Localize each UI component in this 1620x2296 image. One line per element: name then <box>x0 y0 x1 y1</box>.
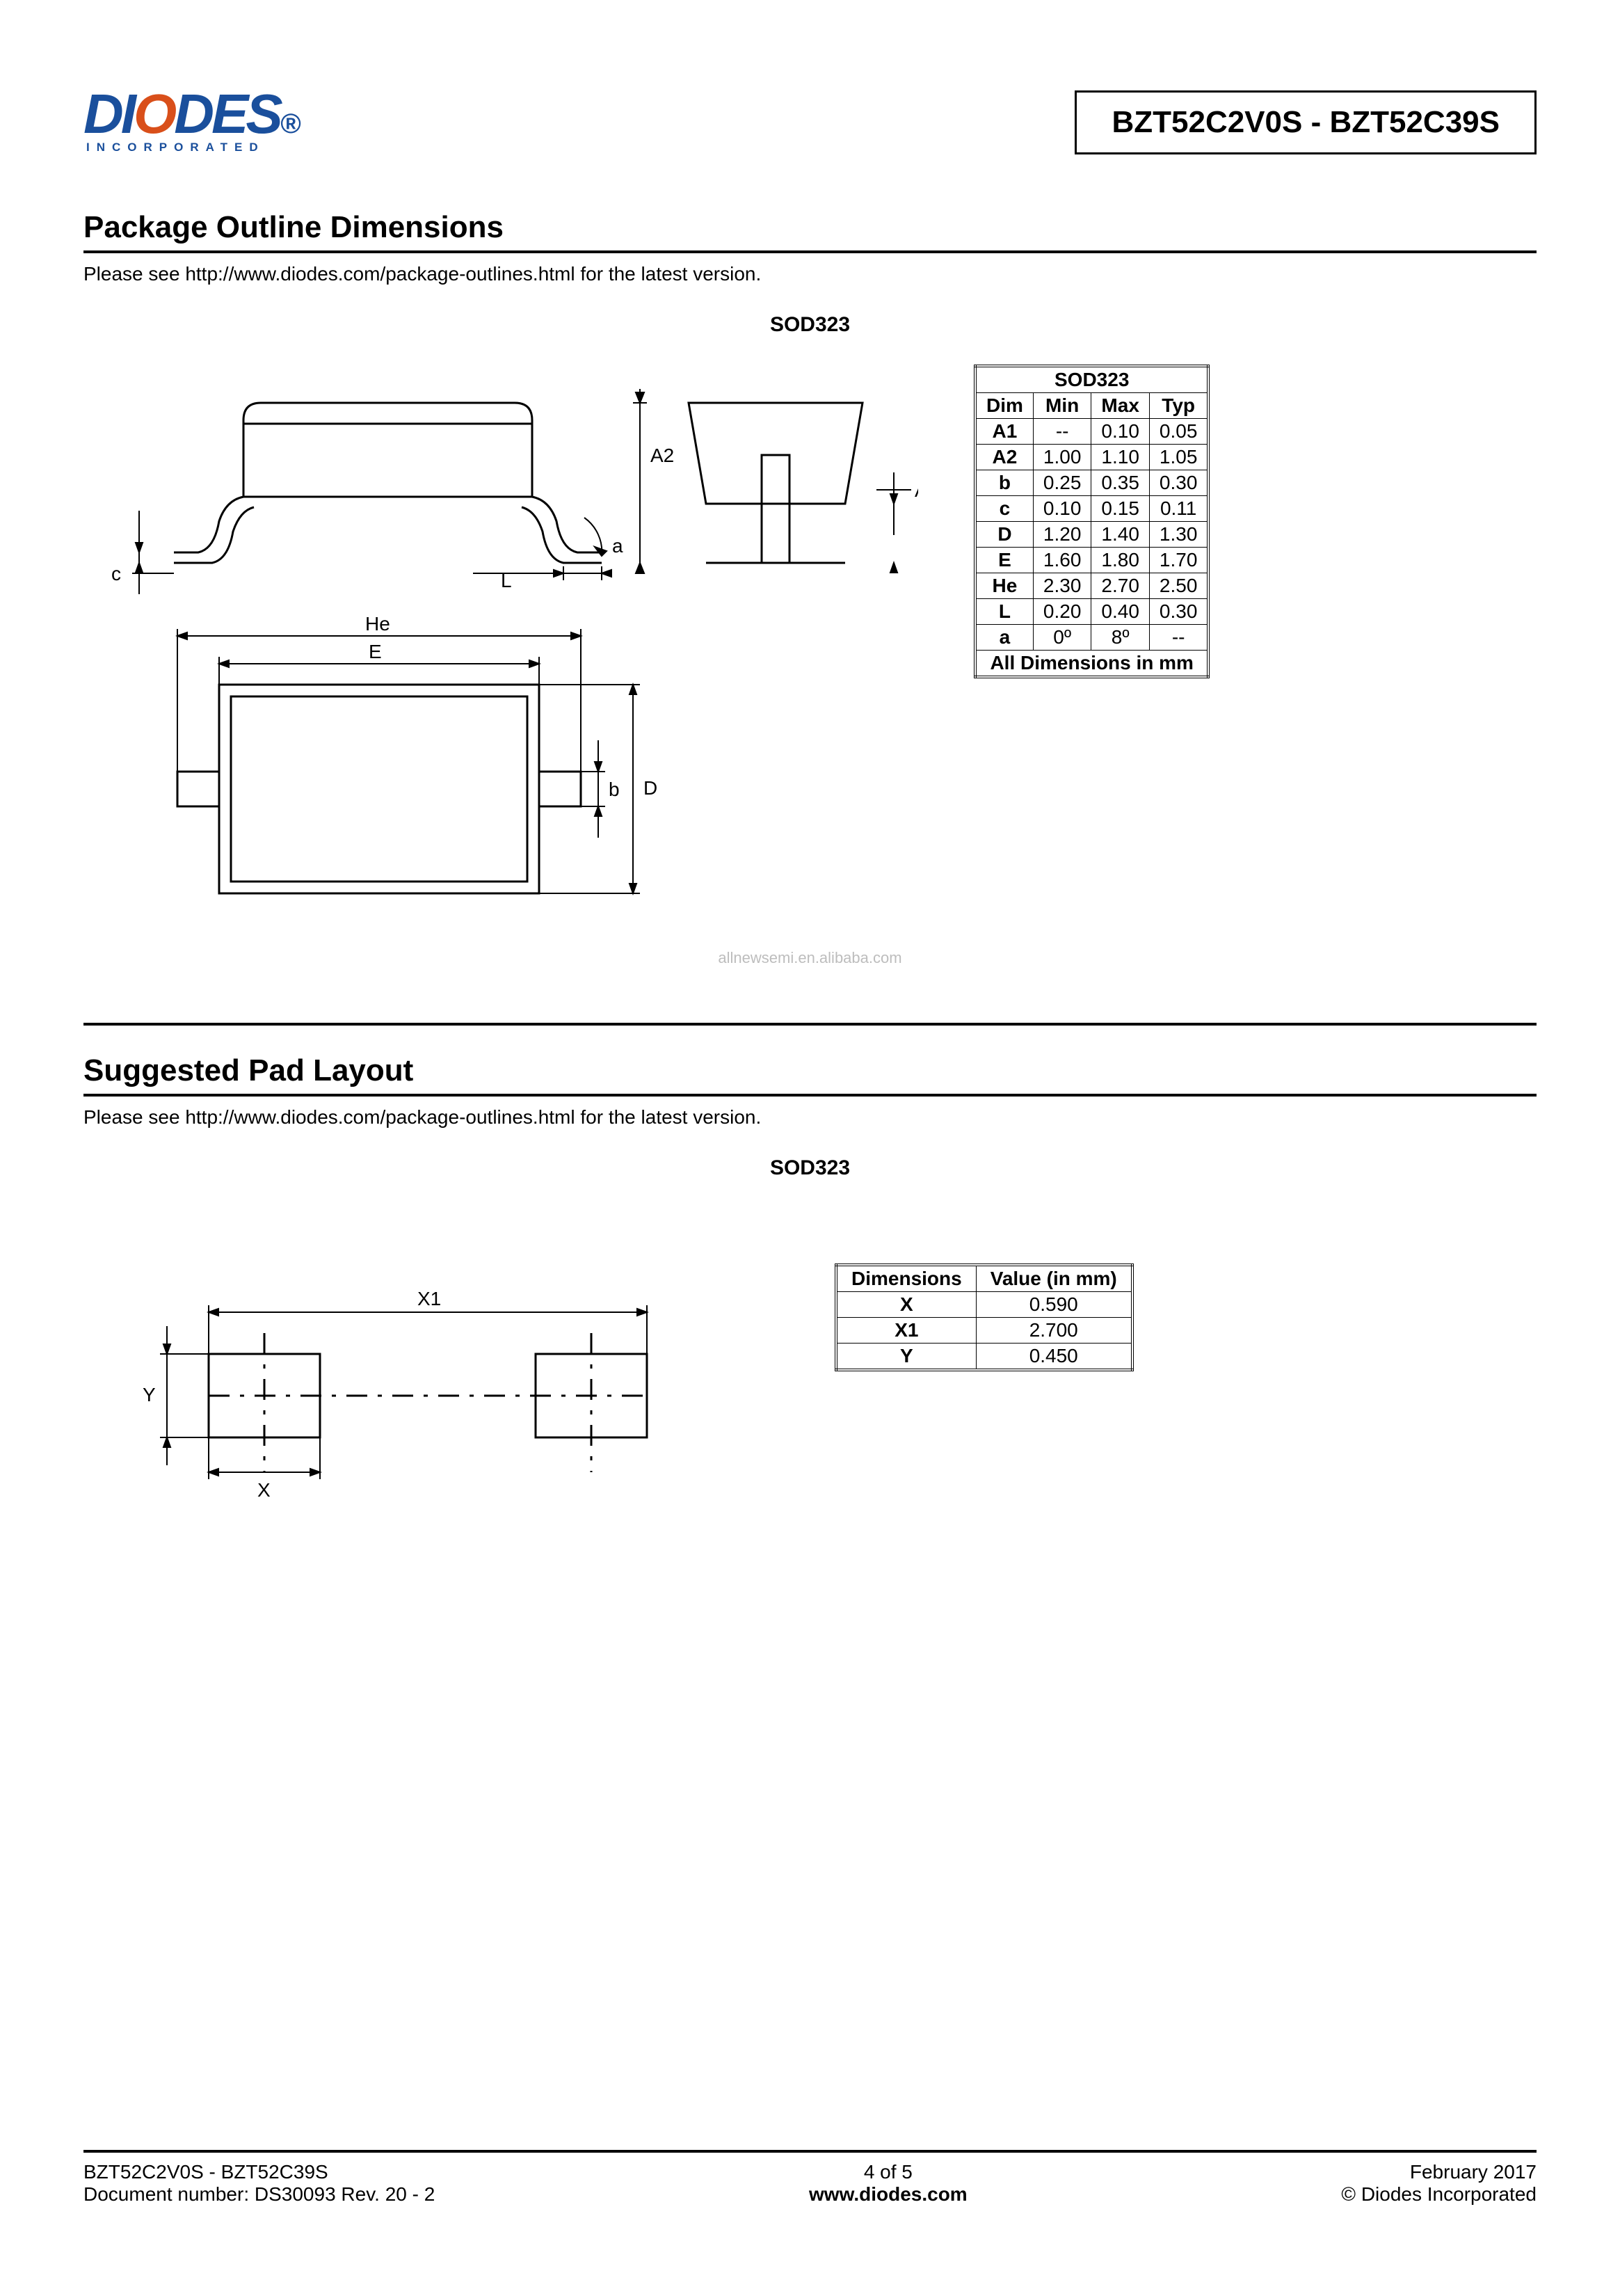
section-title-package: Package Outline Dimensions <box>83 210 1537 253</box>
table-row: He2.302.702.50 <box>975 573 1208 599</box>
footer-copyright: © Diodes Incorporated <box>1341 2183 1537 2206</box>
table-row: X12.700 <box>836 1318 1132 1344</box>
table-row: E1.601.801.70 <box>975 548 1208 573</box>
pad-hdr-val: Value (in mm) <box>976 1265 1132 1292</box>
table-row: A1--0.100.05 <box>975 419 1208 445</box>
package-label-2: SOD323 <box>83 1156 1537 1180</box>
footer-part: BZT52C2V0S - BZT52C39S <box>83 2161 435 2183</box>
dim-hdr-min: Min <box>1033 393 1091 419</box>
svg-text:A2: A2 <box>650 445 674 466</box>
section-title-pad: Suggested Pad Layout <box>83 1053 1537 1097</box>
table-row: b0.250.350.30 <box>975 470 1208 496</box>
svg-text:X1: X1 <box>417 1288 441 1309</box>
dim-hdr-max: Max <box>1091 393 1150 419</box>
svg-text:Y: Y <box>143 1384 156 1405</box>
dim-table-footer: All Dimensions in mm <box>975 651 1208 678</box>
svg-text:c: c <box>111 563 121 584</box>
page-header: DIODES® INCORPORATED BZT52C2V0S - BZT52C… <box>83 90 1537 154</box>
footer-center: 4 of 5 www.diodes.com <box>809 2161 968 2206</box>
svg-text:E: E <box>369 641 382 662</box>
section-divider <box>83 1023 1537 1026</box>
table-row: D1.201.401.30 <box>975 522 1208 548</box>
section-note-1: Please see http://www.diodes.com/package… <box>83 263 1537 285</box>
table-row: A21.001.101.05 <box>975 445 1208 470</box>
svg-text:D: D <box>643 777 657 799</box>
pad-diagram: X1 Y X <box>83 1263 779 1507</box>
part-number-box: BZT52C2V0S - BZT52C39S <box>1075 90 1537 154</box>
logo-subtext: INCORPORATED <box>86 141 298 154</box>
svg-text:X: X <box>257 1479 271 1501</box>
dimensions-table: SOD323 Dim Min Max Typ A1--0.100.05 A21.… <box>974 365 1210 678</box>
footer-right: February 2017 © Diodes Incorporated <box>1341 2161 1537 2206</box>
svg-text:b: b <box>609 779 620 800</box>
page-footer: BZT52C2V0S - BZT52C39S Document number: … <box>83 2150 1537 2206</box>
table-row: a0º8º-- <box>975 625 1208 651</box>
package-diagram: A2 A1 c a <box>83 365 918 921</box>
pad-hdr-dim: Dimensions <box>836 1265 976 1292</box>
svg-text:a: a <box>612 535 623 557</box>
table-row: L0.200.400.30 <box>975 599 1208 625</box>
footer-doc: Document number: DS30093 Rev. 20 - 2 <box>83 2183 435 2206</box>
dim-table-title: SOD323 <box>975 366 1208 393</box>
package-content-row: A2 A1 c a <box>83 365 1537 921</box>
svg-text:He: He <box>365 613 390 635</box>
svg-text:A1: A1 <box>915 479 918 501</box>
package-label-1: SOD323 <box>83 313 1537 337</box>
pad-content-row: X1 Y X Dimensions Value (in mm) <box>83 1263 1537 1507</box>
table-row: Y0.450 <box>836 1344 1132 1371</box>
svg-text:L: L <box>501 570 512 591</box>
logo-text: DIODES® <box>83 90 298 138</box>
table-row: c0.100.150.11 <box>975 496 1208 522</box>
logo: DIODES® INCORPORATED <box>83 90 298 154</box>
footer-left: BZT52C2V0S - BZT52C39S Document number: … <box>83 2161 435 2206</box>
section-note-2: Please see http://www.diodes.com/package… <box>83 1106 1537 1129</box>
dim-hdr-dim: Dim <box>975 393 1033 419</box>
watermark: allnewsemi.en.alibaba.com <box>83 949 1537 967</box>
footer-date: February 2017 <box>1341 2161 1537 2183</box>
footer-page: 4 of 5 <box>809 2161 968 2183</box>
table-row: X0.590 <box>836 1292 1132 1318</box>
pad-dimensions-table: Dimensions Value (in mm) X0.590 X12.700 … <box>835 1263 1134 1371</box>
dim-hdr-typ: Typ <box>1149 393 1208 419</box>
footer-url: www.diodes.com <box>809 2183 968 2206</box>
